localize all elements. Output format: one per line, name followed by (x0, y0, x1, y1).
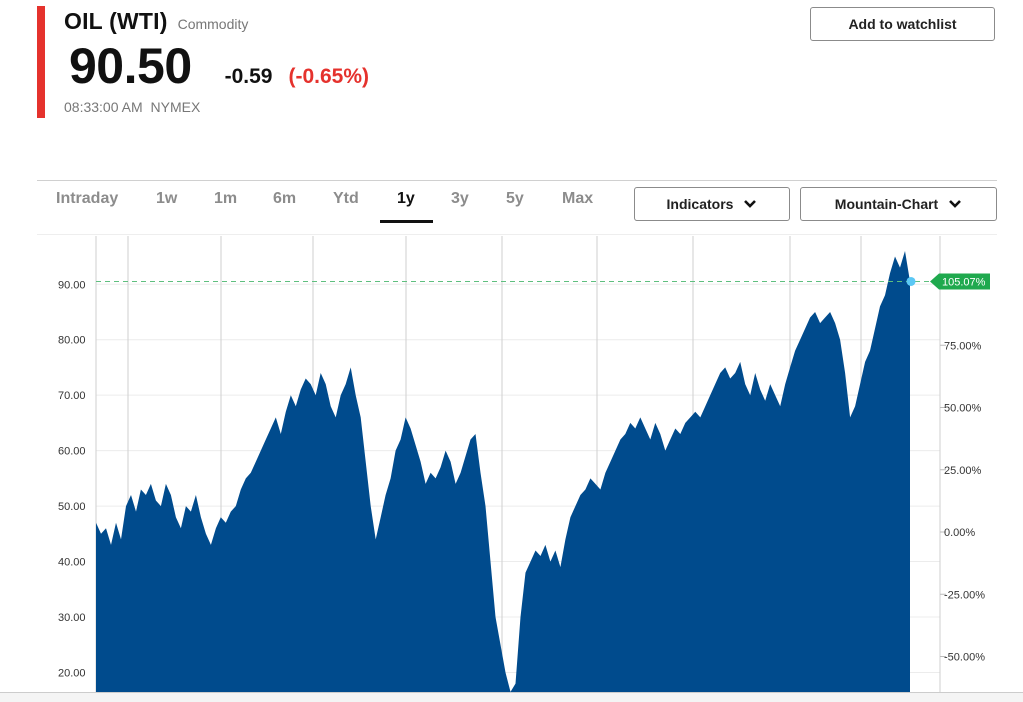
right-tick-label: 75.00% (944, 340, 982, 352)
y-tick-label: 60.00 (58, 446, 86, 458)
y-tick-label: 50.00 (58, 501, 86, 513)
indicators-label: Indicators (666, 196, 734, 212)
tab-5y[interactable]: 5y (506, 190, 524, 207)
bottom-scroll-bar (0, 692, 1023, 702)
indicators-dropdown[interactable]: Indicators (634, 187, 790, 221)
right-tick-label: 0.00% (944, 527, 975, 539)
y-tick-label: 70.00 (58, 390, 86, 402)
price-area (96, 251, 910, 693)
tab-1w[interactable]: 1w (156, 190, 178, 207)
right-tick-label: 50.00% (944, 403, 982, 415)
chart-top-border (37, 234, 997, 235)
right-tick-label: -25.00% (944, 589, 985, 601)
tab-1m[interactable]: 1m (214, 190, 238, 207)
tab-ytd[interactable]: Ytd (333, 190, 359, 207)
y-tick-label: 20.00 (58, 667, 86, 679)
price-change: -0.59 (224, 65, 273, 88)
tab-max[interactable]: Max (562, 190, 594, 207)
right-tick-label: 25.00% (944, 465, 982, 477)
chevron-down-icon (744, 200, 757, 208)
y-tick-label: 80.00 (58, 335, 86, 347)
chevron-down-icon (949, 200, 962, 208)
right-tick-label: -50.00% (944, 652, 985, 664)
symbol-name: OIL (WTI) (64, 8, 168, 34)
divider (37, 180, 997, 181)
tab-6m[interactable]: 6m (273, 190, 297, 207)
tab-3y[interactable]: 3y (451, 190, 469, 207)
y-tick-label: 30.00 (58, 612, 86, 624)
quote-exchange: NYMEX (150, 99, 201, 115)
last-price-dot (906, 276, 916, 286)
quote-header: OIL (WTI) Commodity 90.50 -0.59 (-0.65%)… (64, 8, 369, 115)
last-pct-badge-label: 105.07% (942, 276, 986, 288)
quote-time: 08:33:00 AM (64, 99, 143, 115)
y-tick-label: 40.00 (58, 557, 86, 569)
active-tab-indicator (380, 220, 433, 223)
last-price: 90.50 (69, 38, 192, 94)
last-pct-badge (930, 273, 990, 290)
symbol-category: Commodity (177, 16, 249, 32)
tab-intraday[interactable]: Intraday (56, 190, 119, 207)
price-change-percent: (-0.65%) (288, 65, 370, 88)
chart-type-label: Mountain-Chart (834, 196, 939, 212)
accent-bar (37, 6, 45, 118)
tab-1y[interactable]: 1y (397, 190, 415, 207)
chart-type-dropdown[interactable]: Mountain-Chart (800, 187, 997, 221)
y-tick-label: 90.00 (58, 279, 86, 291)
add-to-watchlist-button[interactable]: Add to watchlist (810, 7, 995, 41)
